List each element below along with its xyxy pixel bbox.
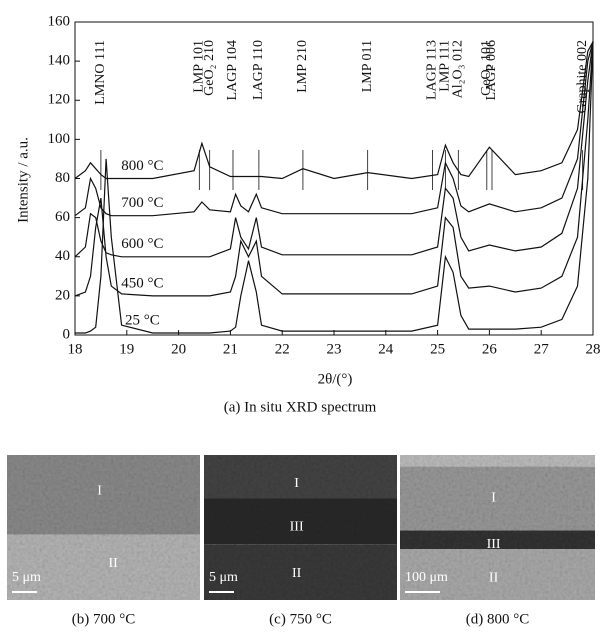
x-tick-label: 19 [119, 341, 134, 357]
y-tick-label: 160 [48, 13, 71, 29]
x-axis-label: 2θ/(°) [318, 371, 353, 387]
x-tick-label: 24 [378, 341, 394, 357]
y-tick-label: 40 [55, 248, 70, 264]
layer-label: I [97, 483, 102, 498]
sem-region [400, 455, 595, 467]
xrd-curve [74, 41, 594, 258]
y-tick-label: 100 [48, 131, 71, 147]
xrd-curve [74, 41, 594, 217]
series-label: 25 °C [125, 312, 160, 328]
peak-label: Al₂O₃ 012 [451, 40, 466, 98]
x-tick-label: 22 [275, 341, 290, 357]
sem-region [204, 498, 397, 545]
x-tick-label: 20 [171, 341, 186, 357]
xrd-curve [74, 41, 594, 180]
peak-label: LMP 101 [192, 40, 207, 93]
x-tick-label: 28 [586, 341, 601, 357]
layer-label: II [292, 566, 302, 581]
y-tick-label: 60 [55, 209, 70, 225]
y-tick-label: 120 [48, 92, 71, 108]
panel-caption: (d) 800 °C [466, 611, 530, 627]
series-label: 700 °C [121, 195, 163, 211]
y-axis-label: Intensity / a.u. [15, 137, 31, 223]
x-tick-label: 18 [68, 341, 83, 357]
peak-label: LAGP 113 [425, 40, 440, 100]
sem-region [7, 455, 200, 535]
panel-caption: (c) 750 °C [269, 611, 332, 627]
xrd-curve [74, 41, 594, 297]
sem-region [7, 534, 200, 600]
layer-label: I [491, 491, 496, 506]
layer-label: II [108, 556, 118, 571]
series-label: 800 °C [121, 158, 163, 174]
x-tick-label: 27 [534, 341, 550, 357]
peak-label: LAGP 104 [225, 40, 240, 101]
layer-label: III [487, 537, 501, 552]
peak-label: Graphite 002 [575, 40, 590, 113]
peak-label: LMNO 111 [93, 40, 108, 105]
peak-label: GeO₂ 101 [479, 40, 494, 96]
layer-label: III [290, 520, 304, 535]
y-tick-label: 20 [55, 287, 70, 303]
y-tick-label: 0 [63, 326, 71, 342]
panel-caption: (b) 700 °C [72, 611, 136, 627]
xrd-curve [75, 41, 594, 334]
scale-label: 5 μm [209, 570, 238, 585]
peak-label: LMP 210 [295, 40, 310, 93]
peak-label: LAGP 110 [251, 40, 266, 100]
x-tick-label: 25 [430, 341, 445, 357]
sem-region [204, 455, 397, 499]
y-tick-label: 140 [48, 53, 71, 69]
series-label: 450 °C [121, 275, 163, 291]
series-label: 600 °C [121, 236, 163, 252]
layer-label: II [489, 570, 499, 585]
sem-region [204, 544, 397, 600]
x-tick-label: 23 [327, 341, 342, 357]
y-tick-label: 80 [55, 170, 70, 186]
x-tick-label: 26 [482, 341, 498, 357]
peak-label: LMP 111 [438, 40, 453, 92]
sem-region [400, 530, 595, 550]
peak-label: LMP 011 [360, 40, 375, 92]
peak-label: GeO₂ 210 [202, 40, 217, 96]
scale-label: 100 μm [405, 570, 448, 585]
sem-region [400, 466, 595, 531]
caption: (a) In situ XRD spectrum [224, 399, 377, 415]
peak-label: LAGP 006 [484, 40, 499, 101]
scale-label: 5 μm [12, 570, 41, 585]
layer-label: I [294, 476, 299, 491]
x-tick-label: 21 [223, 341, 238, 357]
